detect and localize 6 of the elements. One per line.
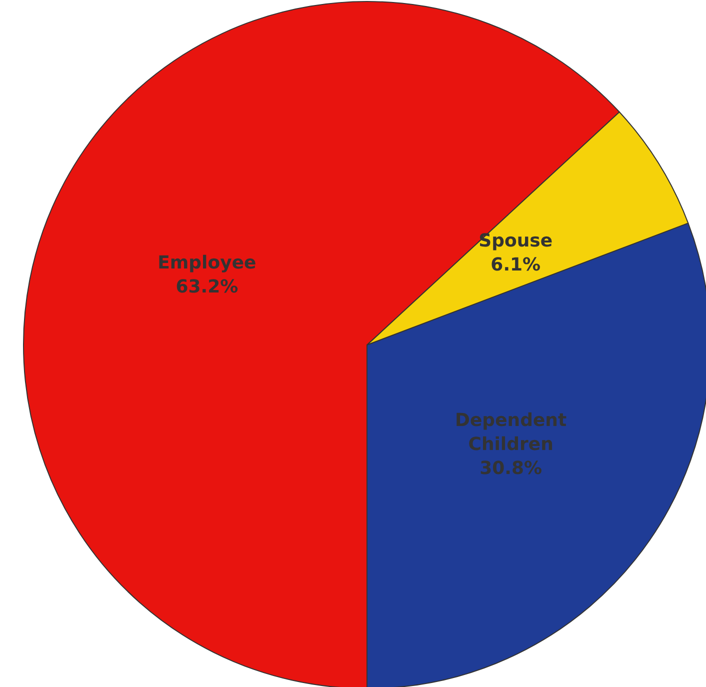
- data-label: 6.1%: [490, 254, 541, 276]
- slice-label: Spouse: [478, 230, 553, 252]
- slice-label: Employee: [158, 252, 256, 274]
- data-label: 63.2%: [176, 276, 238, 298]
- slice-label: Dependent Children: [455, 410, 567, 455]
- data-label: 30.8%: [480, 458, 542, 479]
